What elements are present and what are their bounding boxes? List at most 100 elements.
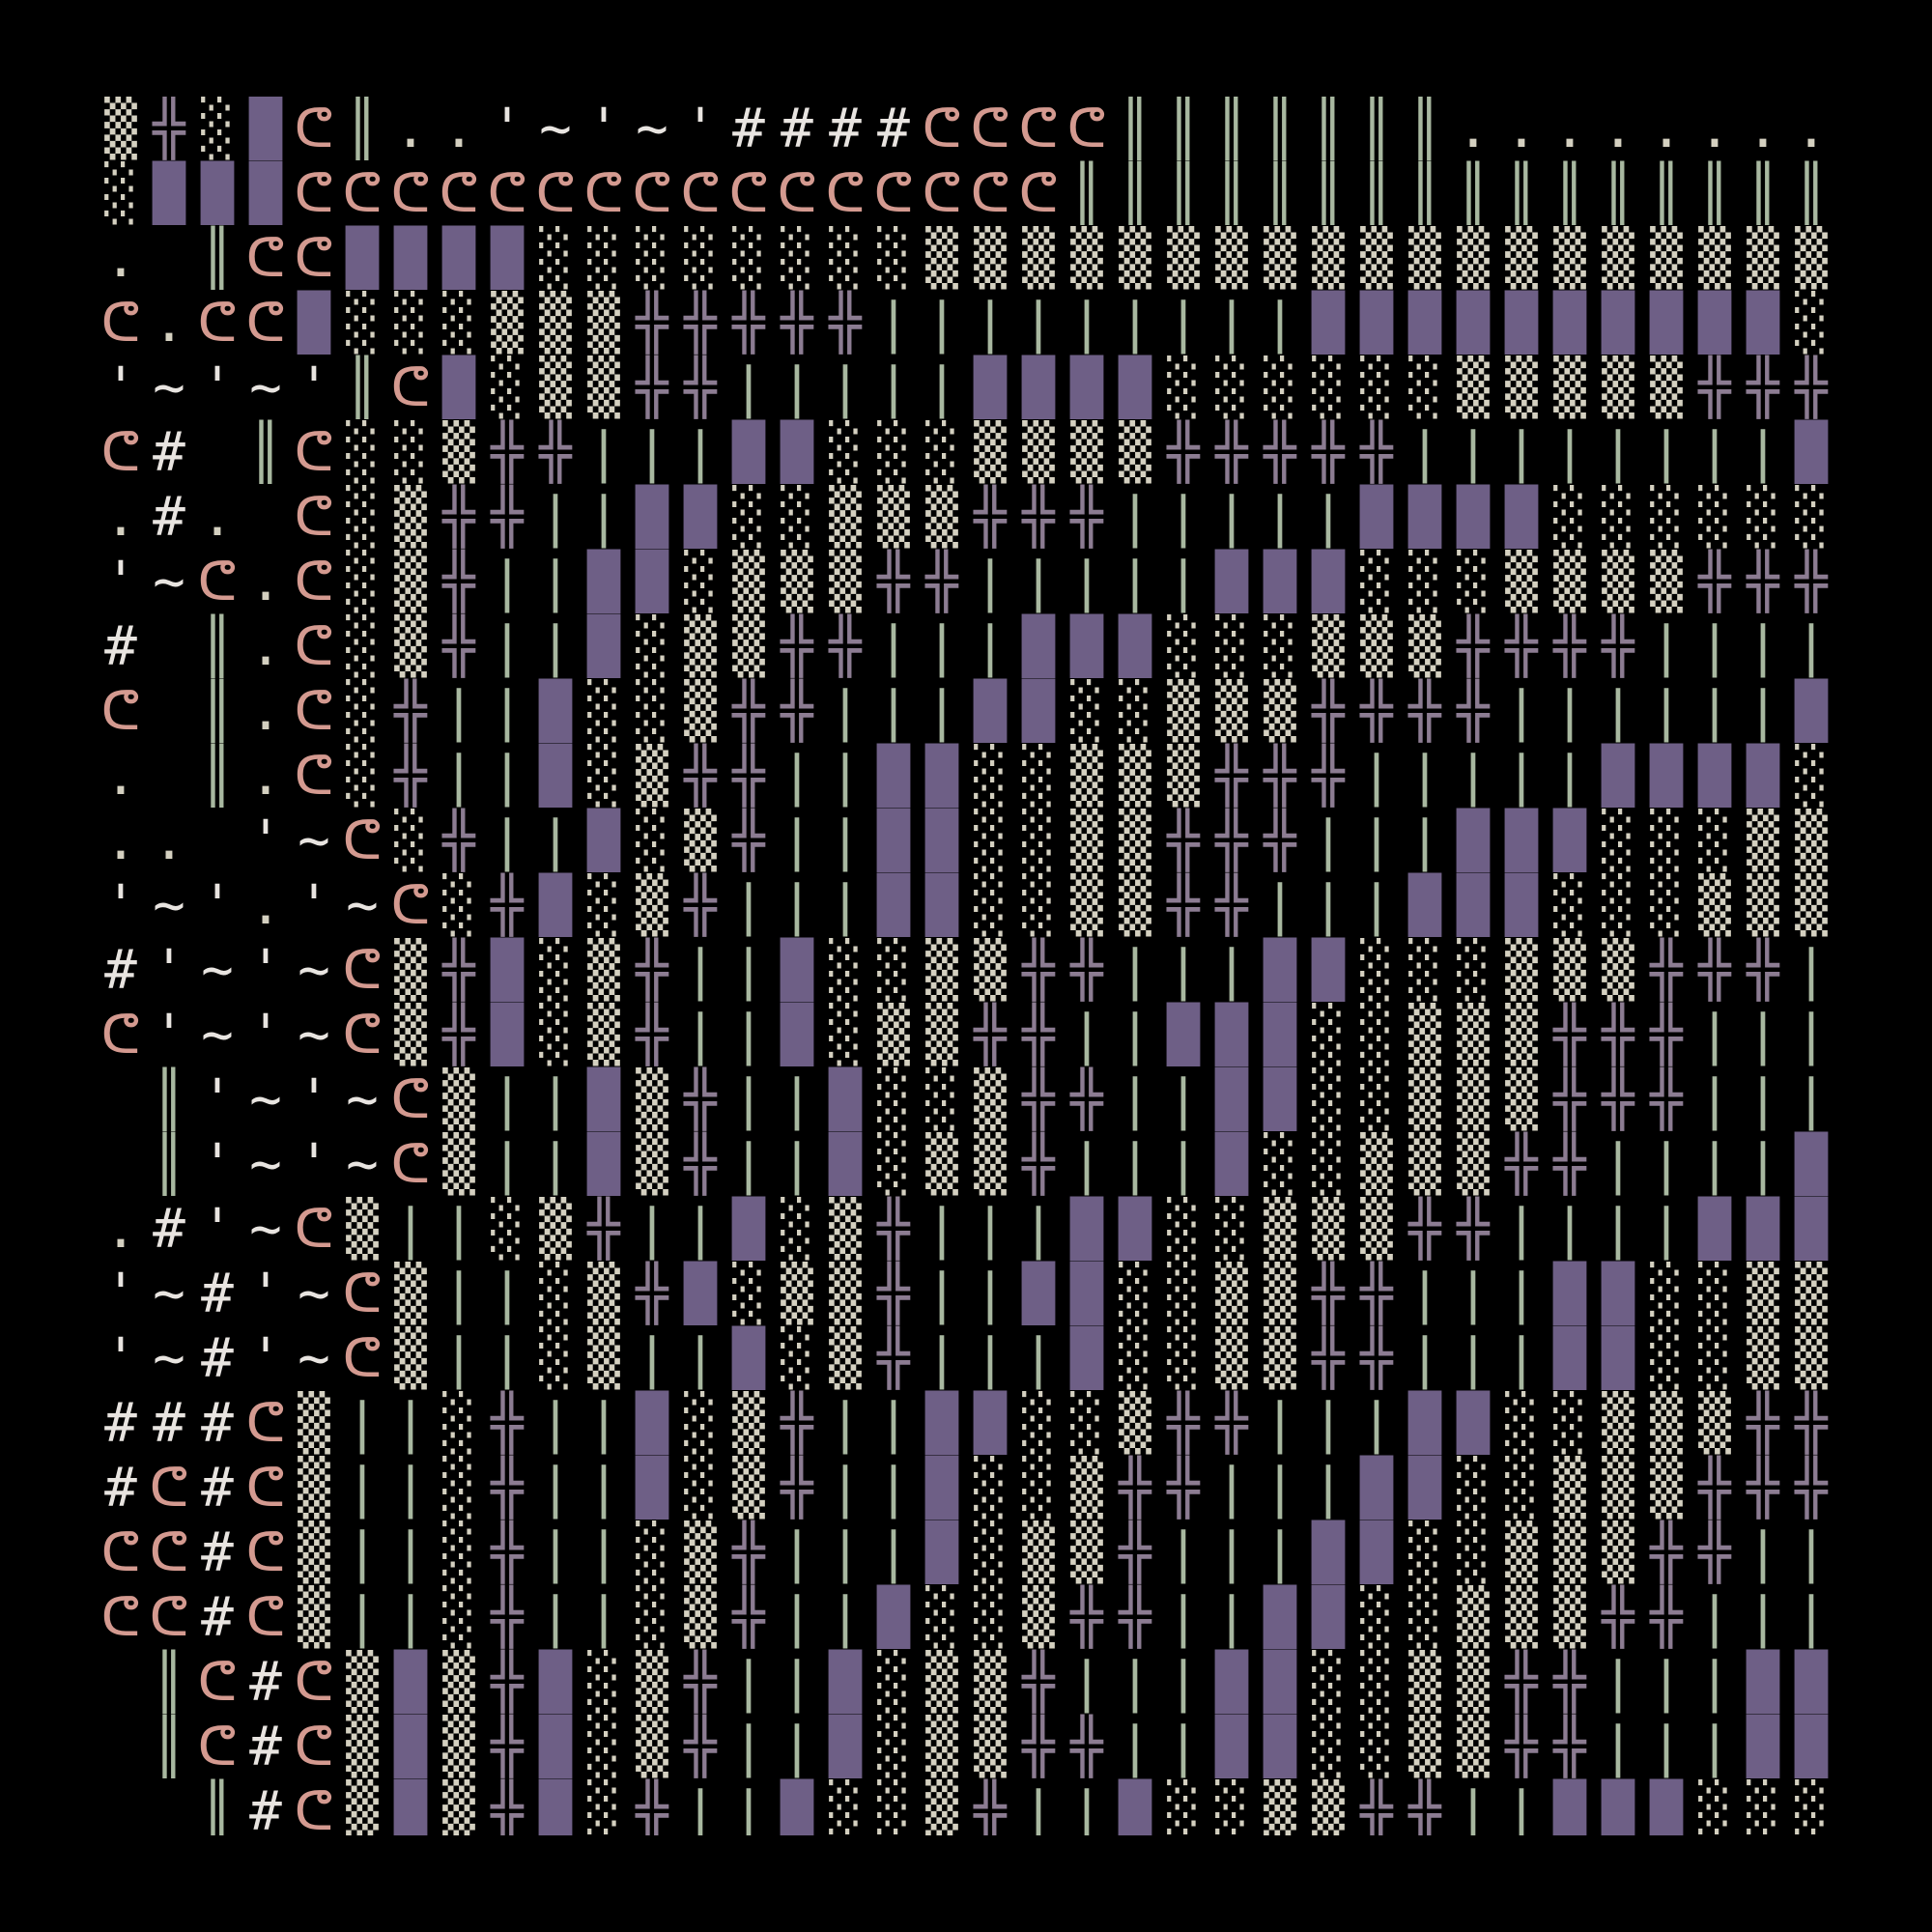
glyph-cell: █ xyxy=(1264,551,1296,613)
glyph-cell: ▒ xyxy=(1360,1198,1393,1261)
glyph-cell: ▒ xyxy=(1505,1521,1538,1584)
glyph-cell: ▒ xyxy=(1119,1392,1151,1455)
glyph-cell: ' xyxy=(491,98,524,160)
glyph-cell: ╬ xyxy=(877,1263,910,1325)
glyph-cell: | xyxy=(1360,745,1393,808)
glyph-cell: ▒ xyxy=(877,486,910,549)
glyph-cell: ' xyxy=(298,1068,330,1131)
glyph-cell: ᕦ xyxy=(197,1651,238,1714)
glyph-cell: ▒ xyxy=(1119,874,1151,937)
glyph-cell: | xyxy=(1457,745,1490,808)
glyph-cell: ║ xyxy=(1795,162,1828,225)
glyph-cell: ' xyxy=(298,356,330,419)
glyph-cell: | xyxy=(1457,1327,1490,1390)
glyph-cell: █ xyxy=(539,1780,572,1835)
glyph-cell: ╬ xyxy=(1505,1651,1538,1714)
glyph-cell: ░ xyxy=(1312,1004,1345,1066)
glyph-cell: ░ xyxy=(1022,810,1055,872)
glyph-cell: # xyxy=(201,1521,234,1584)
glyph-cell: ║ xyxy=(1264,162,1296,225)
glyph-cell: | xyxy=(1119,1651,1151,1714)
glyph-cell: ║ xyxy=(153,1716,185,1778)
glyph-cell: | xyxy=(925,615,958,678)
glyph-cell: ░ xyxy=(1650,874,1683,937)
glyph-cell: ░ xyxy=(1167,1198,1200,1261)
glyph-cell: ║ xyxy=(1553,162,1586,225)
glyph-cell: ░ xyxy=(539,1004,572,1066)
glyph-cell: | xyxy=(974,1198,1007,1261)
glyph-cell: | xyxy=(1650,421,1683,484)
glyph-cell: # xyxy=(153,1392,185,1455)
glyph-cell: ║ xyxy=(1457,162,1490,225)
glyph-cell: . xyxy=(249,745,282,808)
glyph-cell: | xyxy=(1650,1133,1683,1196)
glyph-cell: ᕦ xyxy=(342,939,383,1002)
glyph-cell: ░ xyxy=(1360,1004,1393,1066)
glyph-cell: ╬ xyxy=(1795,356,1828,419)
glyph-cell: ᕦ xyxy=(390,1133,431,1196)
glyph-cell: ░ xyxy=(1698,486,1731,549)
glyph-cell: █ xyxy=(1070,1263,1103,1325)
glyph-cell: ▒ xyxy=(587,292,620,355)
glyph-cell: █ xyxy=(1747,1716,1779,1778)
glyph-cell: ░ xyxy=(587,1651,620,1714)
glyph-cell: █ xyxy=(1070,615,1103,678)
glyph-cell: ╬ xyxy=(1022,1651,1055,1714)
glyph-cell: ░ xyxy=(1553,486,1586,549)
glyph-cell: ▒ xyxy=(829,1198,862,1261)
glyph-cell: ▒ xyxy=(1650,1392,1683,1455)
glyph-cell: ░ xyxy=(829,1780,862,1835)
glyph-cell: ╬ xyxy=(684,1068,717,1131)
glyph-cell: | xyxy=(732,1068,765,1131)
glyph-cell: ░ xyxy=(829,939,862,1002)
glyph-cell: ╬ xyxy=(1360,680,1393,743)
glyph-cell: ╬ xyxy=(1553,1004,1586,1066)
glyph-cell: █ xyxy=(1602,1780,1634,1835)
glyph-cell: | xyxy=(1602,421,1634,484)
glyph-cell: ▒ xyxy=(1408,1068,1441,1131)
glyph-cell: ╬ xyxy=(1167,1457,1200,1520)
glyph-cell: ╬ xyxy=(1119,1457,1151,1520)
glyph-cell: █ xyxy=(539,745,572,808)
glyph-cell: ║ xyxy=(153,1133,185,1196)
glyph-cell: | xyxy=(1408,810,1441,872)
glyph-cell: ░ xyxy=(1022,1457,1055,1520)
glyph-cell: ~ xyxy=(539,98,572,160)
glyph-cell: | xyxy=(1119,551,1151,613)
glyph-cell: | xyxy=(1215,1586,1248,1649)
glyph-cell: | xyxy=(1602,1716,1634,1778)
glyph-cell: █ xyxy=(1070,1198,1103,1261)
glyph-cell: █ xyxy=(249,98,282,160)
glyph-cell: ░ xyxy=(1215,1198,1248,1261)
glyph-cell: ▒ xyxy=(1215,1327,1248,1390)
glyph-cell: █ xyxy=(1312,1586,1345,1649)
glyph-cell: ~ xyxy=(153,1263,185,1325)
glyph-cell: | xyxy=(829,810,862,872)
glyph-cell: ╬ xyxy=(1747,1457,1779,1520)
glyph-cell: | xyxy=(1167,939,1200,1002)
glyph-cell: ▒ xyxy=(1747,874,1779,937)
glyph-cell: ~ xyxy=(201,939,234,1002)
glyph-cell: ║ xyxy=(1747,162,1779,225)
glyph-cell: ░ xyxy=(1119,1263,1151,1325)
glyph-cell: ║ xyxy=(201,227,234,290)
glyph-cell: ▒ xyxy=(1457,1586,1490,1649)
glyph-cell: ░ xyxy=(1553,874,1586,937)
glyph-cell: ╬ xyxy=(732,1521,765,1584)
glyph-cell: ░ xyxy=(1602,874,1634,937)
glyph-cell: ╬ xyxy=(1747,356,1779,419)
glyph-cell: | xyxy=(491,810,524,872)
glyph-cell: ░ xyxy=(829,227,862,290)
glyph-cell: █ xyxy=(684,486,717,549)
glyph-cell: ' xyxy=(201,1198,234,1261)
glyph-cell: | xyxy=(829,745,862,808)
glyph-cell: ᕦ xyxy=(632,162,672,225)
glyph-cell: | xyxy=(491,615,524,678)
glyph-cell: | xyxy=(539,486,572,549)
glyph-cell: ▒ xyxy=(442,421,475,484)
glyph-cell: █ xyxy=(1602,1327,1634,1390)
glyph-cell: ░ xyxy=(394,421,427,484)
glyph-cell: ▒ xyxy=(732,1457,765,1520)
glyph-cell: ░ xyxy=(636,680,668,743)
glyph-cell: █ xyxy=(1553,1780,1586,1835)
